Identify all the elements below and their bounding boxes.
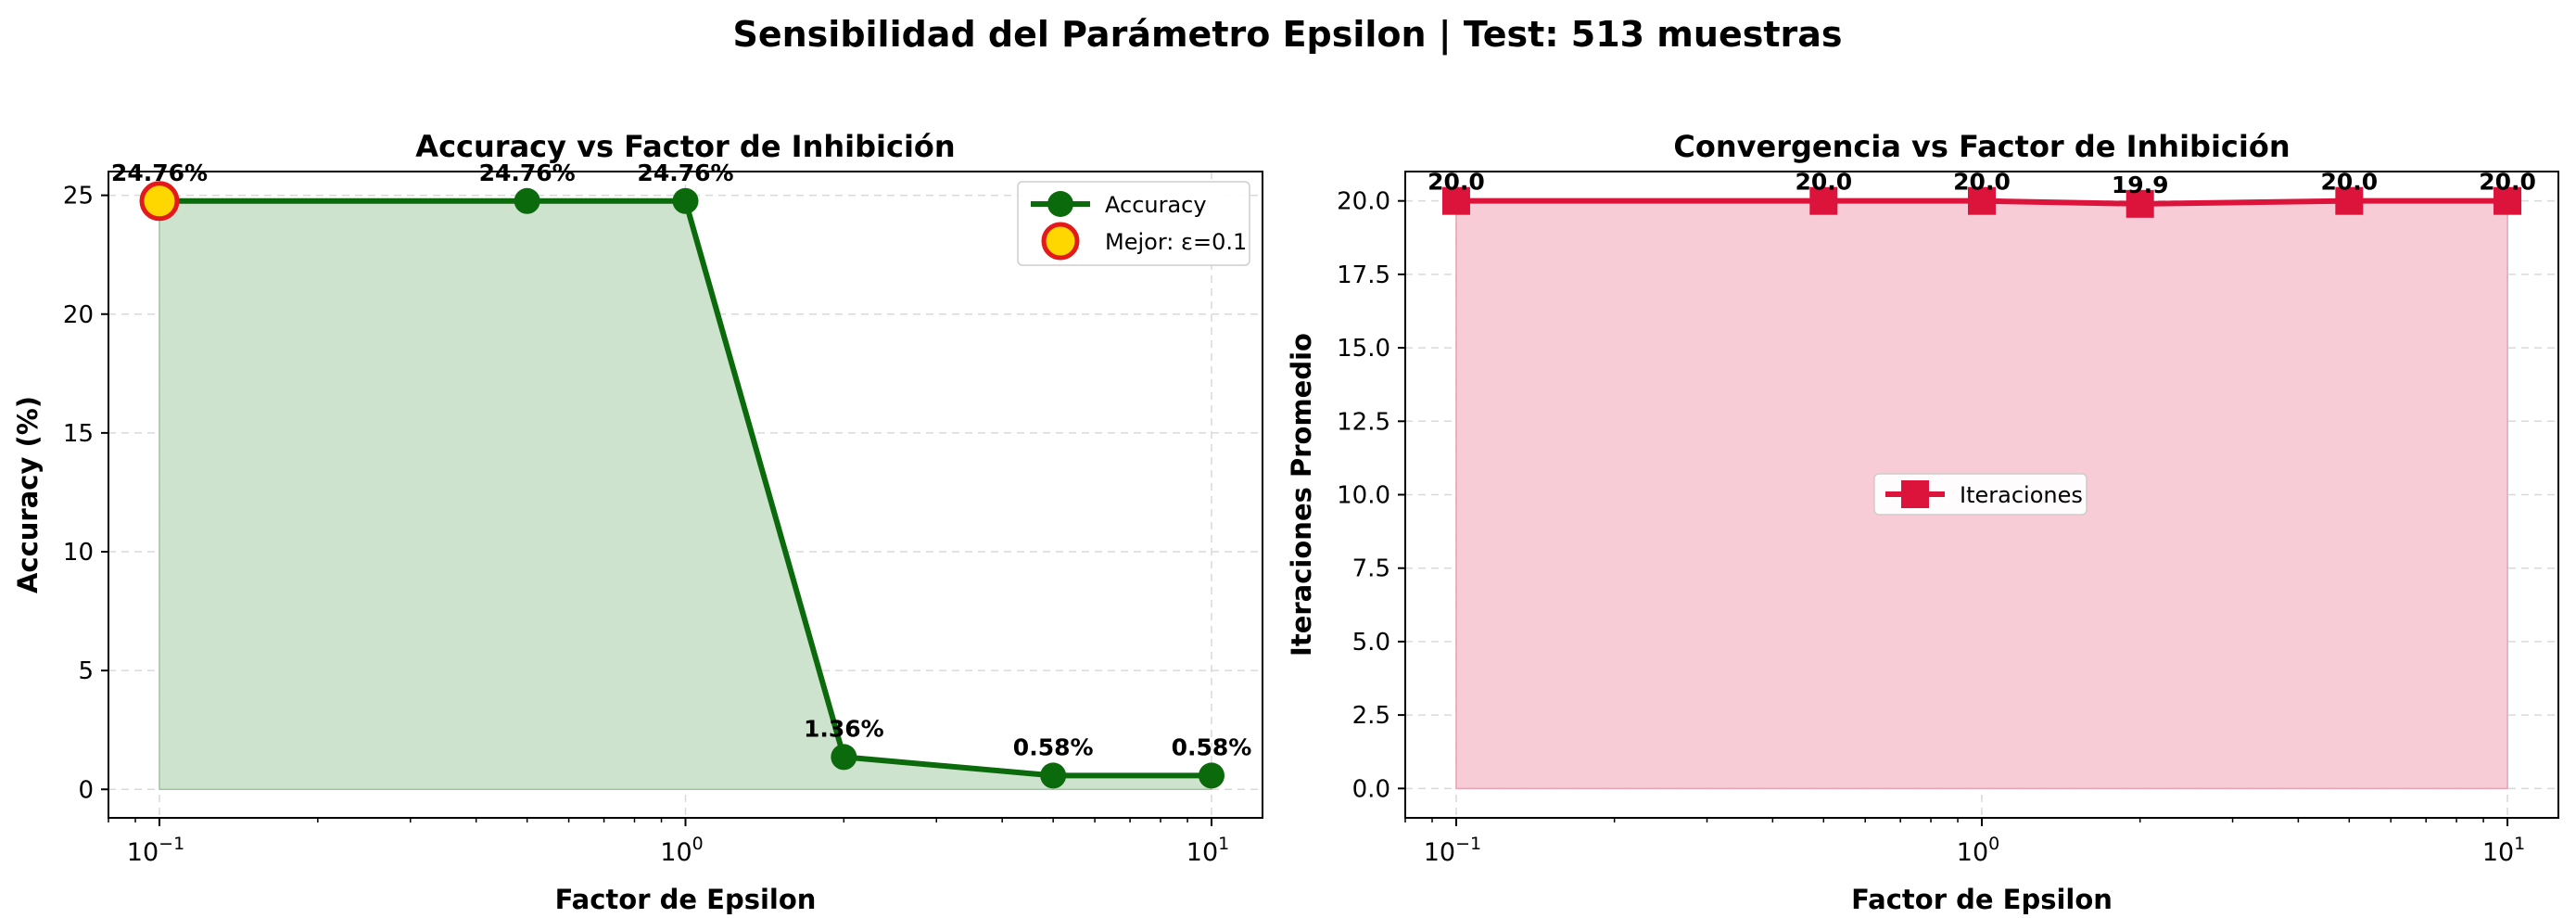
area-fill (159, 200, 1212, 790)
data-point (2335, 186, 2364, 215)
convergence-chart: 20.0 20.0 20.0 19.9 20.0 20.0 0.0 2.5 5.0 7.5 10.0… (1286, 129, 2559, 915)
data-label: 19.9 (2112, 172, 2169, 198)
data-label: 24.76% (479, 159, 576, 186)
legend-label-accuracy: Accuracy (1105, 192, 1207, 218)
series-line (159, 198, 1212, 779)
data-point (1199, 762, 1225, 789)
data-label: 0.58% (1013, 733, 1094, 760)
legend-marker-iteraciones (1901, 480, 1929, 508)
chart-title: Convergencia vs Factor de Inhibición (1673, 129, 2290, 164)
data-point (514, 187, 540, 214)
y-tick-label: 5.0 (1352, 629, 1390, 657)
legend-label-best: Mejor: ε=0.1 (1105, 229, 1247, 255)
y-tick-label: 5 (78, 657, 94, 685)
y-tick-label: 15.0 (1337, 335, 1390, 363)
x-tick-label: 10−1 (127, 834, 184, 867)
y-tick-label: 10.0 (1337, 482, 1390, 510)
data-point (2494, 186, 2522, 215)
x-tick-label: 100 (660, 834, 703, 867)
data-label: 20.0 (1795, 169, 1852, 196)
legend-marker-best (1041, 222, 1080, 261)
y-tick-label: 17.5 (1337, 261, 1390, 289)
data-label: 0.58% (1172, 733, 1252, 760)
data-point (831, 744, 857, 771)
series-line (1455, 198, 2508, 207)
x-tick-label: 101 (1186, 834, 1229, 867)
y-tick-label: 20 (63, 301, 94, 329)
data-point (1441, 186, 1470, 215)
legend-marker-accuracy (1047, 191, 1073, 217)
y-tick-label: 25 (63, 183, 94, 210)
legend-label-iteraciones: Iteraciones (1960, 482, 2083, 508)
figure-suptitle: Sensibilidad del Parámetro Epsilon | Tes… (732, 14, 1842, 56)
data-label: 24.76% (111, 159, 208, 186)
x-axis-label: Factor de Epsilon (555, 884, 817, 915)
chart-title: Accuracy vs Factor de Inhibición (415, 129, 955, 164)
y-tick-label: 0.0 (1352, 775, 1390, 803)
y-axis-label: Accuracy (%) (12, 396, 44, 593)
data-label: 24.76% (637, 159, 733, 186)
data-point (672, 187, 699, 214)
data-label: 20.0 (1428, 169, 1485, 196)
data-point (1968, 186, 1996, 215)
y-tick-label: 15 (63, 420, 94, 448)
y-tick-label: 2.5 (1352, 702, 1390, 730)
data-point (1040, 762, 1067, 789)
y-tick-label: 10 (63, 539, 94, 567)
x-axis-label: Factor de Epsilon (1851, 884, 2113, 915)
data-label: 20.0 (1953, 169, 2011, 196)
x-tick-label: 10−1 (1424, 834, 1481, 867)
y-tick-label: 20.0 (1337, 188, 1390, 216)
y-tick-label: 12.5 (1337, 408, 1390, 436)
y-tick-label: 7.5 (1352, 555, 1390, 583)
data-label: 20.0 (2321, 169, 2379, 196)
legend: Accuracy Mejor: ε=0.1 (1017, 181, 1250, 266)
y-tick-label: 0 (78, 776, 94, 804)
x-tick-label: 101 (2482, 834, 2525, 867)
data-label: 1.36% (804, 715, 884, 742)
data-label: 20.0 (2479, 169, 2536, 196)
legend: Iteraciones (1873, 473, 2087, 516)
data-point (1809, 186, 1838, 215)
best-point-marker (139, 181, 180, 222)
data-point (2126, 189, 2154, 218)
x-tick-label: 100 (1957, 834, 1999, 867)
accuracy-chart: 24.76% 24.76% 24.76% 1.36% 0.58% 0.58% 0 5 10 15 2… (12, 129, 1263, 915)
y-axis-label: Iteraciones Promedio (1286, 333, 1317, 657)
